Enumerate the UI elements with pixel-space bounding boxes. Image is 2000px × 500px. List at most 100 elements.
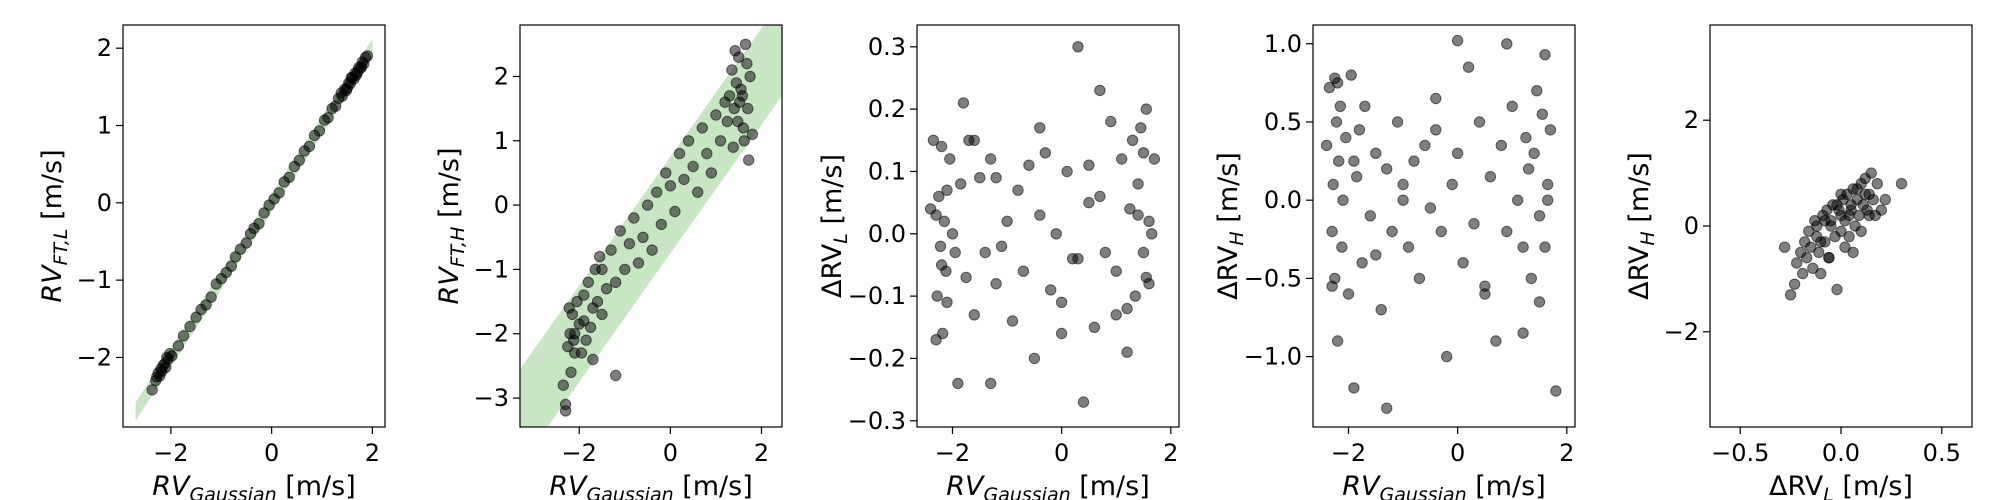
y-tick-label: 0 (97, 189, 112, 217)
data-point (733, 96, 746, 108)
data-point (1137, 147, 1150, 159)
data-point (1116, 153, 1128, 165)
data-point (569, 328, 581, 340)
data-point (605, 244, 617, 256)
plot-area (135, 38, 374, 421)
data-point (946, 228, 959, 240)
data-point (1451, 147, 1464, 160)
data-point (1859, 188, 1871, 201)
data-point (1847, 246, 1859, 259)
y-tick-label: −1 (474, 255, 509, 283)
y-tick-label: −0.2 (848, 344, 906, 372)
data-point (1055, 327, 1068, 340)
data-point (283, 171, 295, 184)
data-point (1072, 253, 1084, 265)
data-point (1495, 139, 1508, 152)
x-tick-label: 0.5 (1923, 439, 1961, 467)
data-point (1348, 155, 1360, 167)
data-point (673, 147, 686, 160)
y-tick-label: 0 (494, 191, 509, 219)
data-point (1023, 159, 1035, 171)
data-point (1326, 280, 1338, 292)
data-point (1531, 85, 1543, 97)
data-point (1517, 241, 1529, 253)
data-point (968, 134, 980, 147)
data-point (721, 115, 733, 128)
y-tick-label: 2 (1684, 106, 1699, 134)
data-point (1140, 271, 1153, 284)
data-point (571, 295, 583, 308)
data-point (1132, 209, 1144, 221)
data-point (1135, 122, 1147, 134)
data-point (1879, 193, 1892, 206)
data-point (1522, 163, 1535, 175)
data-point (944, 153, 956, 165)
data-point (340, 85, 352, 97)
data-point (1359, 100, 1371, 113)
y-tick-label: 0.3 (868, 33, 906, 61)
y-axis-label: ΔRVL [m/s] (817, 154, 852, 298)
data-point (1351, 171, 1363, 183)
data-point (935, 259, 948, 271)
data-point (1801, 252, 1813, 264)
data-point (1083, 196, 1095, 209)
data-point (682, 135, 695, 147)
data-point (632, 257, 645, 269)
data-point (1805, 241, 1817, 253)
data-point (678, 173, 690, 186)
axes-frame (519, 24, 783, 428)
data-point (1094, 84, 1106, 97)
data-point (1811, 220, 1823, 232)
data-point (1050, 228, 1062, 240)
panel-3: −2 0 2 −0.3 −0.2 −0.1 0.0 0.1 0.2 0.3 RVGaussian [… (817, 24, 1180, 500)
data-point (1055, 296, 1068, 308)
data-point (687, 160, 699, 173)
data-point (610, 369, 622, 382)
x-tick-label: 2 (1163, 439, 1178, 467)
data-point (1413, 272, 1426, 285)
data-point (1473, 116, 1486, 128)
data-point (559, 405, 572, 417)
data-point (1788, 278, 1801, 290)
data-point (566, 308, 579, 321)
plot-area (520, 25, 782, 427)
data-point (1525, 272, 1538, 285)
data-point (628, 212, 640, 224)
data-point (952, 377, 964, 390)
data-point (664, 180, 677, 192)
data-point (591, 295, 604, 308)
x-tick-label: 2 (365, 439, 380, 467)
data-point (1146, 228, 1158, 240)
axes-frame (122, 24, 386, 428)
data-point (1875, 204, 1888, 216)
data-point (1327, 178, 1339, 191)
data-point (744, 70, 756, 83)
y-tick-label: −1.0 (1244, 343, 1302, 371)
data-point (979, 246, 991, 259)
data-point (934, 240, 947, 253)
data-point (200, 299, 212, 311)
data-point (1017, 265, 1030, 277)
x-axis-label: ΔRVL [m/s] (1769, 471, 1913, 500)
data-point (1865, 167, 1877, 179)
data-point (651, 186, 663, 198)
data-point (1851, 183, 1863, 195)
data-point (941, 296, 953, 308)
data-point (596, 263, 608, 276)
data-point (1034, 122, 1046, 134)
data-point (990, 278, 1002, 290)
data-point (1356, 257, 1368, 269)
y-tick-label: −0.5 (1244, 264, 1302, 292)
x-tick-label: −2 (562, 439, 597, 467)
data-point (1835, 188, 1847, 201)
data-point (610, 276, 622, 288)
data-point (1520, 131, 1532, 144)
data-point (1451, 34, 1464, 47)
data-point (1807, 262, 1819, 274)
data-point (1484, 171, 1497, 183)
x-tick-label: −2 (153, 439, 188, 467)
data-point (565, 366, 577, 378)
panel-1: −2 0 2 −2 −1 0 1 2 RVGaussian [m/s] RVFT,L [m/s] (37, 24, 386, 500)
